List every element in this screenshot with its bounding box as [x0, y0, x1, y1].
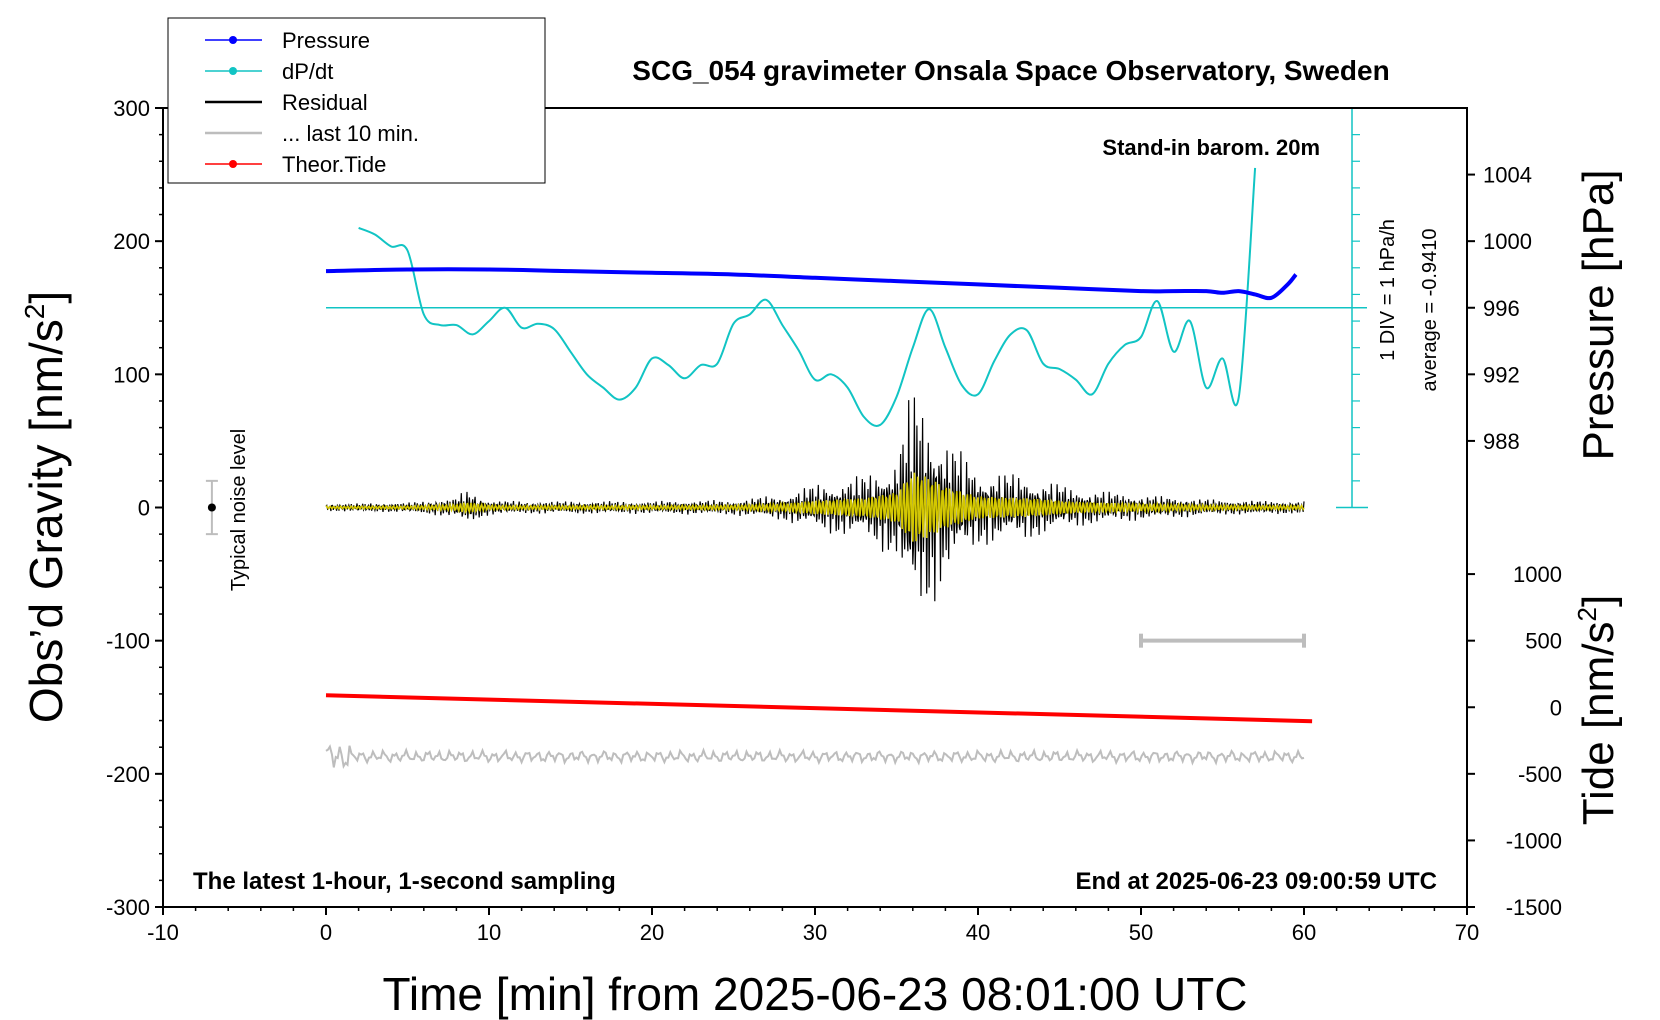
y-pressure-tick-label: 992	[1483, 362, 1520, 387]
y-tide-tick-label: -500	[1518, 762, 1562, 787]
y-left-axis-label: Obs’d Gravity [nm/s2]	[19, 291, 72, 723]
y-tide-tick-label: 0	[1550, 695, 1562, 720]
y-right-tide-label: Tide [nm/s2]	[1572, 595, 1623, 825]
y-left-tick-label: 100	[113, 362, 150, 387]
bottom-right-label: End at 2025-06-23 09:00:59 UTC	[1076, 868, 1438, 895]
y-tide-tick-label: -1500	[1506, 895, 1562, 920]
y-left-tick-label: 200	[113, 229, 150, 254]
x-tick-label: 40	[966, 920, 990, 945]
series-tide-line	[325, 693, 1313, 724]
y-tide-tick-label: 500	[1525, 629, 1562, 654]
x-tick-label: 70	[1455, 920, 1479, 945]
legend: Pressure dP/dt Residual ... last 10 min. The…	[167, 17, 546, 184]
noise-level-label: Typical noise level	[228, 429, 250, 591]
y-pressure-tick-label: 1004	[1483, 163, 1532, 188]
y-right-tide-label-sup: 2	[1572, 607, 1602, 621]
series-dpdt-line	[358, 167, 1257, 427]
y-left-tick-label: 300	[113, 96, 150, 121]
y-right-pressure-label: Pressure [hPa]	[1574, 169, 1623, 460]
x-tick-label: 20	[640, 920, 664, 945]
x-axis-label: Time [min] from 2025-06-23 08:01:00 UTC	[383, 968, 1248, 1020]
legend-box	[167, 17, 546, 184]
scale-div-label: 1 DIV = 1 hPa/h	[1377, 219, 1399, 361]
y-pressure-tick-label: 1000	[1483, 229, 1532, 254]
legend-label: ... last 10 min.	[282, 121, 419, 146]
y-tide-tick-label: 1000	[1513, 562, 1562, 587]
chart-title: SCG_054 gravimeter Onsala Space Observat…	[632, 55, 1389, 86]
legend-marker	[229, 67, 237, 75]
x-tick-label: 50	[1129, 920, 1153, 945]
legend-label: Pressure	[282, 28, 370, 53]
noise-level-dot	[207, 503, 216, 512]
x-tick-label: 60	[1292, 920, 1316, 945]
y-left-label-sup: 2	[19, 304, 50, 320]
y-left-tick-label: -300	[106, 895, 150, 920]
y-left-label-main: Obs’d Gravity [nm/s	[20, 319, 72, 723]
x-tick-label: 30	[803, 920, 827, 945]
axes-group: -10 0 10 20 30 40 50 60 70-300-200-1000100200300…	[106, 96, 1562, 945]
y-left-tick-label: -200	[106, 762, 150, 787]
legend-marker	[229, 36, 237, 44]
series-last10-line	[325, 744, 1305, 769]
legend-label: Theor.Tide	[282, 152, 386, 177]
y-left-tick-label: -100	[106, 629, 150, 654]
legend-marker	[229, 160, 237, 168]
series-group	[205, 167, 1313, 769]
y-tide-tick-label: -1000	[1506, 828, 1562, 853]
y-pressure-tick-label: 988	[1483, 429, 1520, 454]
x-tick-label: 0	[320, 920, 332, 945]
scale-bar-group	[326, 107, 1368, 509]
legend-label: dP/dt	[282, 59, 333, 84]
series-residual-smoothed-line	[325, 472, 1305, 542]
bottom-left-label: The latest 1-hour, 1-second sampling	[193, 868, 616, 895]
y-pressure-tick-label: 996	[1483, 296, 1520, 321]
y-left-tick-label: 0	[138, 496, 150, 521]
y-right-tide-label-main: Tide [nm/s	[1574, 621, 1623, 825]
x-tick-label: -10	[147, 920, 179, 945]
y-right-tide-label-end: ]	[1574, 595, 1623, 607]
series-pressure-line	[325, 267, 1298, 301]
x-tick-label: 10	[477, 920, 501, 945]
legend-label: Residual	[282, 90, 368, 115]
scale-average-label: average = -0.9410	[1419, 229, 1441, 392]
barometer-label: Stand-in barom. 20m	[1102, 135, 1320, 160]
y-left-label-end: ]	[20, 291, 72, 304]
